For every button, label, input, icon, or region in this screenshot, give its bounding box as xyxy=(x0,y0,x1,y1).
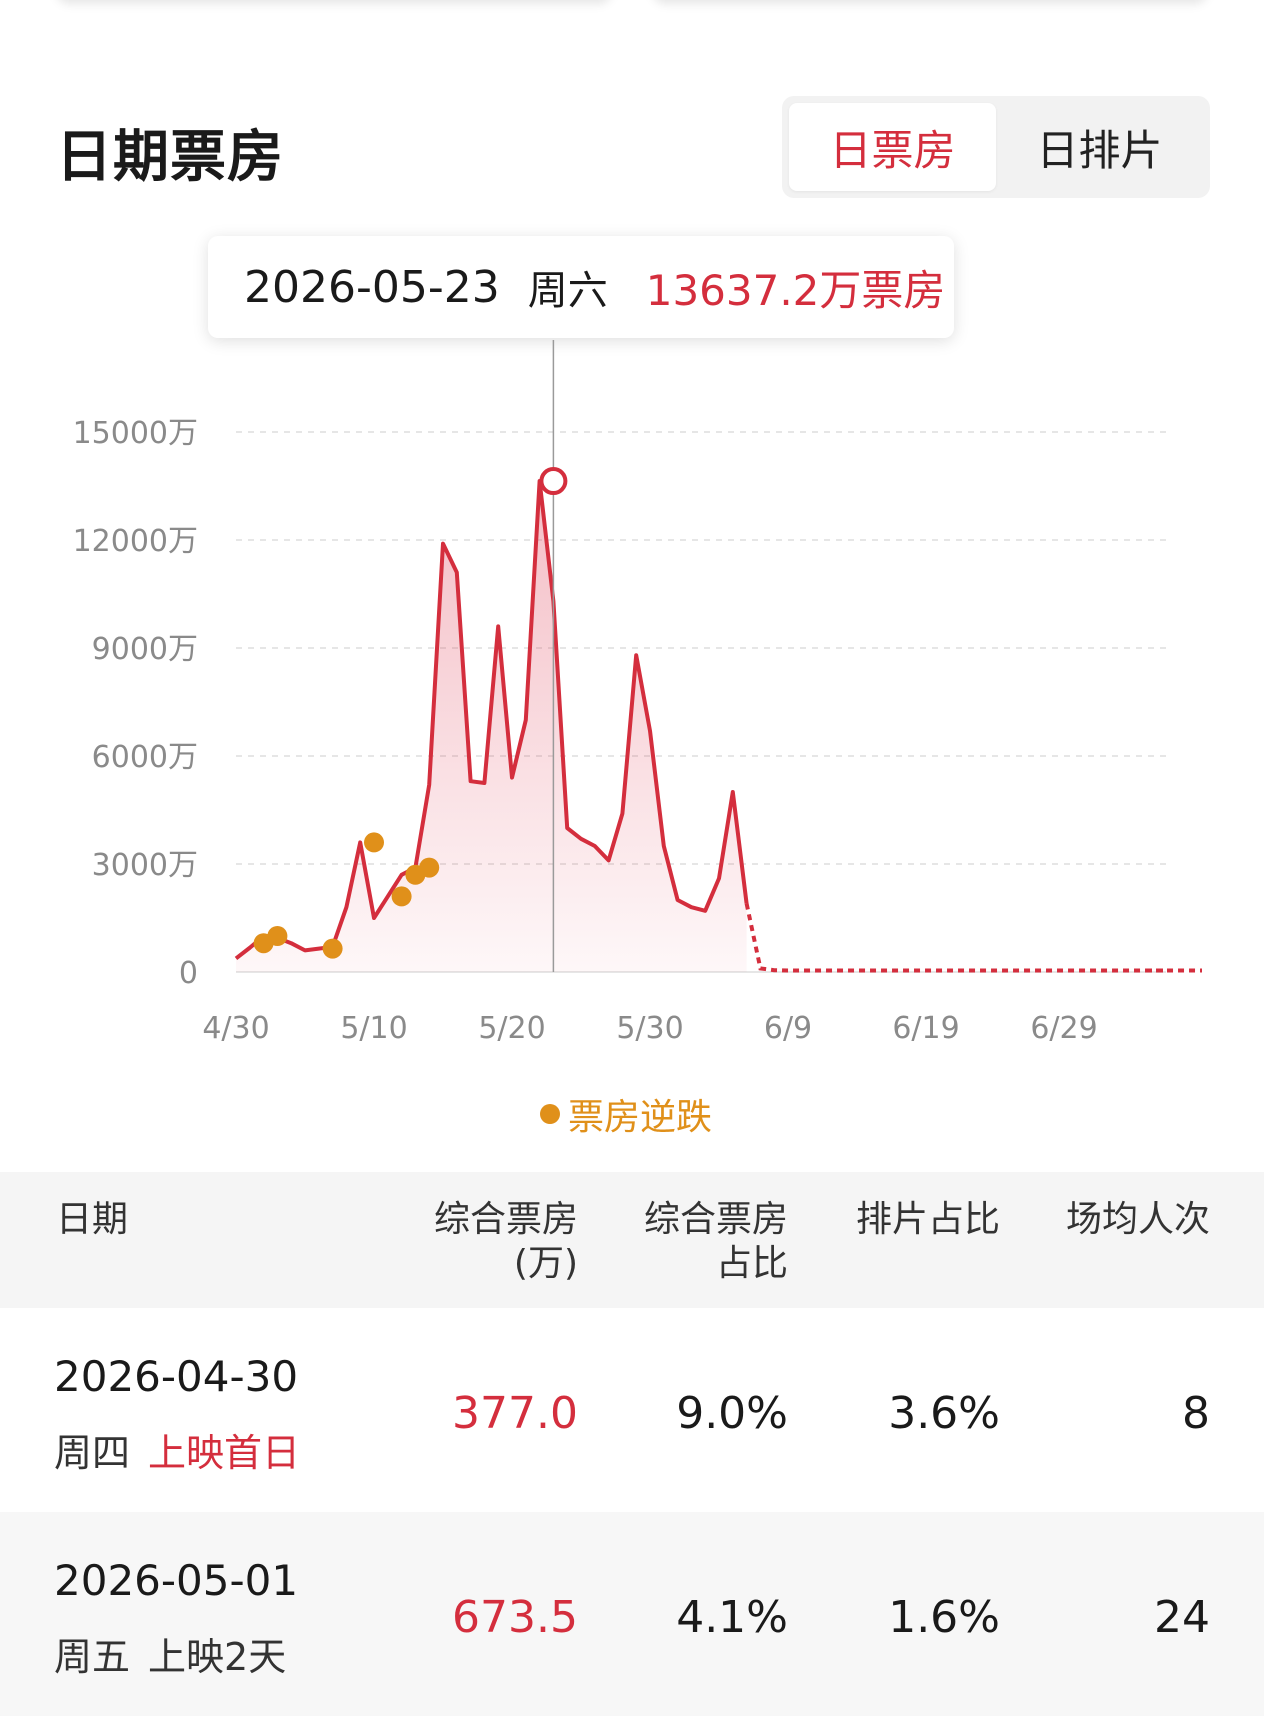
tooltip-date: 2026-05-23 xyxy=(244,261,500,313)
y-tick-label: 12000万 xyxy=(73,524,198,559)
x-tick-label: 5/30 xyxy=(616,1011,683,1046)
section-title: 日期票房 xyxy=(56,125,284,190)
row-box-office-share: 4.1% xyxy=(676,1592,788,1643)
drop-marker xyxy=(419,857,440,878)
row-box-office: 673.5 xyxy=(452,1592,578,1643)
row-subtitle: 周四 上映首日 xyxy=(54,1422,300,1477)
x-tick-label: 6/19 xyxy=(892,1011,959,1046)
y-tick-label: 6000万 xyxy=(92,740,198,775)
chart-tooltip: 2026-05-23 周六 13637.2万票房 xyxy=(208,236,954,338)
header-date: 日期 xyxy=(56,1199,129,1240)
header-avg-attendance[interactable]: 场均人次 xyxy=(1065,1199,1210,1240)
y-tick-label: 0 xyxy=(179,956,198,991)
x-tick-label: 5/20 xyxy=(478,1011,545,1046)
row-avg-attendance: 24 xyxy=(1154,1592,1210,1643)
y-tick-label: 9000万 xyxy=(92,632,198,667)
row-tag: 上映首日 xyxy=(148,1431,301,1475)
view-toggle: 日票房 日排片 xyxy=(782,96,1210,198)
legend-dot-icon xyxy=(540,1104,560,1124)
highlight-point xyxy=(539,467,568,496)
x-tick-label: 4/30 xyxy=(202,1011,269,1046)
y-tick-label: 3000万 xyxy=(92,848,198,883)
drop-marker xyxy=(267,926,288,946)
box-office-line-chart[interactable]: 0 3000万 6000万 9000万 12000万 15000万 4/30 5/10 5/20… xyxy=(0,330,1264,1060)
toggle-daily-schedule[interactable]: 日排片 xyxy=(1036,125,1163,175)
table-row[interactable]: 2026-05-01 周五 上映2天 673.5 4.1% 1.6% 24 xyxy=(0,1512,1264,1716)
legend-label: 票房逆跌 xyxy=(568,1097,713,1138)
row-date: 2026-05-01 xyxy=(54,1556,299,1605)
x-tick-label: 5/10 xyxy=(340,1011,407,1046)
row-schedule-share: 3.6% xyxy=(888,1388,1000,1439)
tooltip-value: 13637.2万票房 xyxy=(645,265,946,315)
row-avg-attendance: 8 xyxy=(1182,1388,1210,1439)
drop-marker xyxy=(391,886,412,907)
drop-marker xyxy=(364,832,384,853)
tooltip-weekday: 周六 xyxy=(527,268,608,314)
toggle-daily-box-office[interactable]: 日票房 xyxy=(789,103,996,191)
y-tick-label: 15000万 xyxy=(73,416,198,451)
row-box-office-share: 9.0% xyxy=(676,1388,788,1439)
row-subtitle: 周五 上映2天 xyxy=(54,1626,286,1681)
header-box-office[interactable]: 综合票房 (万) xyxy=(433,1199,578,1284)
drop-marker xyxy=(322,938,343,959)
x-tick-label: 6/9 xyxy=(764,1011,812,1046)
header-box-office-share[interactable]: 综合票房 占比 xyxy=(643,1199,788,1284)
row-tag: 上映2天 xyxy=(148,1635,287,1679)
series-line xyxy=(234,479,749,961)
row-weekday: 周五 xyxy=(54,1635,131,1679)
x-tick-label: 6/29 xyxy=(1030,1011,1097,1046)
header-schedule-share[interactable]: 排片占比 xyxy=(855,1199,1000,1240)
table-header: 日期 综合票房 (万) 综合票房 占比 排片占比 场均人次 xyxy=(0,1172,1264,1308)
row-box-office: 377.0 xyxy=(452,1388,578,1439)
forecast-line xyxy=(744,903,1202,973)
chart-legend: 票房逆跌 xyxy=(540,1088,712,1140)
row-schedule-share: 1.6% xyxy=(888,1592,1000,1643)
row-date: 2026-04-30 xyxy=(54,1352,299,1401)
row-weekday: 周四 xyxy=(54,1431,131,1475)
table-row[interactable]: 2026-04-30 周四 上映首日 377.0 9.0% 3.6% 8 xyxy=(0,1308,1264,1512)
